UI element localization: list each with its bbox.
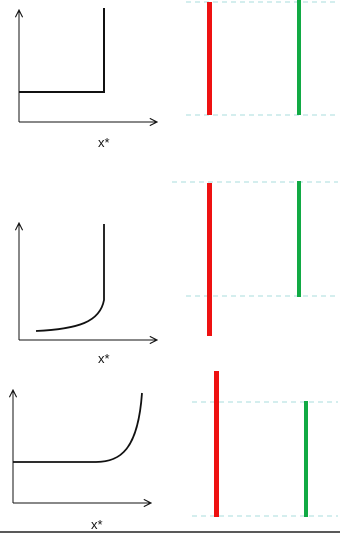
panel-2-red-bar: [207, 183, 212, 336]
panel-1-bars: [186, 0, 338, 116]
panel-3-green-bar: [304, 401, 308, 517]
panel-3-curve: [13, 392, 143, 463]
panel-2-curve: [35, 224, 105, 332]
panel-1-curve: [19, 8, 105, 93]
panel-1-green-bar: [297, 0, 301, 115]
panel-2-bars: [172, 181, 338, 336]
panel-3-x-label: x*: [91, 517, 103, 532]
panel-2-x-label: x*: [98, 351, 110, 366]
panel-3-red-bar: [214, 371, 219, 517]
panel-1-red-bar: [207, 2, 212, 115]
panel-1-plot: x*: [19, 8, 157, 150]
panel-1-x-label: x*: [98, 135, 110, 150]
panel-3-bars: [192, 371, 338, 517]
panel-2-green-bar: [297, 181, 301, 297]
panel-2-plot: x*: [19, 223, 157, 366]
panel-3-plot: x*: [13, 390, 151, 532]
